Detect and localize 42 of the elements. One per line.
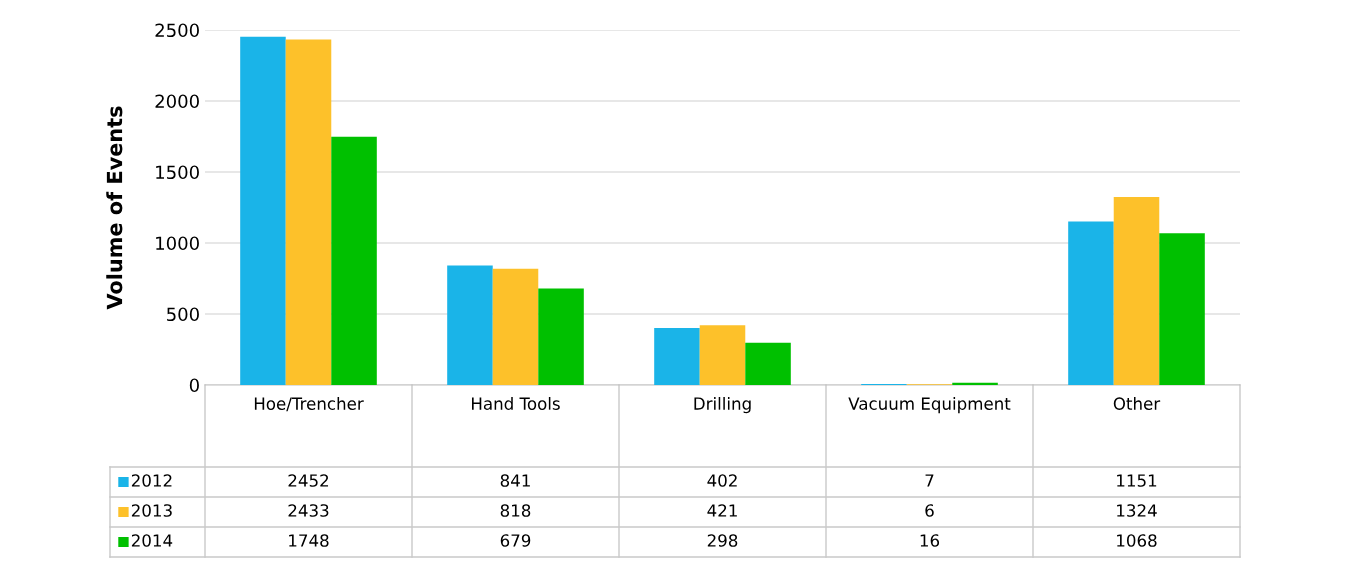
bar	[699, 325, 746, 385]
legend-label: 2013	[131, 504, 172, 517]
bar	[1113, 196, 1160, 385]
data-label: 679	[500, 534, 531, 547]
data-label: 6	[925, 504, 934, 517]
data-label: 818	[500, 504, 531, 517]
legend-label: 2014	[131, 534, 173, 547]
bar	[1159, 233, 1205, 385]
data-label: 16	[920, 534, 940, 547]
x-tick-label: Vacuum Equipment	[848, 397, 1011, 414]
x-tick-label: Hoe/Trencher	[254, 397, 364, 412]
bar	[1068, 221, 1114, 385]
x-tick-label: Other	[1113, 397, 1161, 410]
y-tick-label: 1500	[156, 165, 199, 180]
bar	[745, 342, 791, 385]
bar	[285, 39, 332, 385]
data-label: 1748	[289, 534, 329, 547]
bar	[538, 288, 584, 385]
bar	[654, 327, 700, 385]
y-tick-label: 2000	[155, 94, 199, 109]
x-tick-label: Hand Tools	[472, 397, 560, 410]
data-label: 841	[500, 474, 530, 487]
x-tick-label: Drilling	[694, 397, 751, 414]
data-label: 2433	[288, 504, 329, 517]
y-tick-label: 1000	[156, 236, 199, 251]
y-tick-label: 2500	[155, 23, 199, 38]
data-label: 1068	[1117, 534, 1157, 547]
bar	[331, 136, 377, 385]
bar	[240, 36, 286, 385]
data-label: 402	[707, 474, 737, 487]
data-label: 1324	[1117, 504, 1157, 517]
data-label: 7	[925, 474, 934, 487]
bar	[492, 268, 539, 385]
data-label: 298	[707, 534, 738, 547]
bar	[447, 265, 493, 385]
y-tick-label: 500	[167, 307, 199, 322]
y-tick-label: 0	[189, 378, 199, 393]
legend-label: 2012	[131, 474, 172, 487]
y-axis-title: Volume of Events	[106, 106, 123, 310]
data-label: 2452	[288, 474, 329, 487]
data-label: 1151	[1117, 474, 1157, 487]
data-label: 421	[707, 504, 737, 517]
